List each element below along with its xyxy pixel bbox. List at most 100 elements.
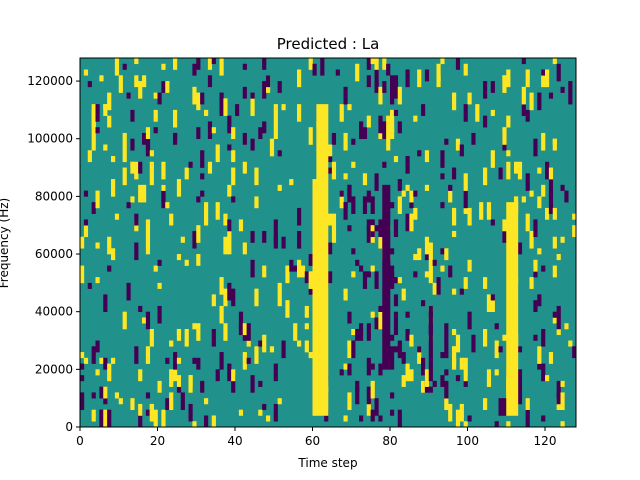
heatmap-cell-high xyxy=(277,184,282,191)
heatmap-cell-low xyxy=(242,334,247,341)
heatmap-cell-low xyxy=(165,357,170,364)
heatmap-cell-low xyxy=(502,398,507,416)
heatmap-cell-low xyxy=(525,173,530,191)
x-axis-label: Time step xyxy=(297,456,357,470)
heatmap-cell-low xyxy=(359,121,364,140)
heatmap-cells xyxy=(80,58,577,428)
heatmap-cell-high xyxy=(552,236,557,249)
heatmap-cell-high xyxy=(204,109,209,116)
heatmap-cell-low xyxy=(200,92,205,105)
heatmap-cell-low xyxy=(281,340,286,359)
heatmap-cell-low xyxy=(390,92,395,105)
heatmap-cell-low xyxy=(87,282,92,289)
heatmap-cell-high xyxy=(486,369,492,387)
heatmap-cell-high xyxy=(308,58,313,70)
heatmap-cell-high xyxy=(169,213,174,226)
heatmap-cell-high xyxy=(417,346,422,364)
heatmap-cell-low xyxy=(393,346,399,353)
heatmap-cell-high xyxy=(483,167,488,186)
heatmap-cell-high xyxy=(273,104,278,122)
heatmap-cell-low xyxy=(374,225,379,232)
heatmap-cell-high xyxy=(142,184,147,203)
heatmap-cell-low xyxy=(382,81,387,93)
heatmap-cell-high xyxy=(506,69,511,88)
heatmap-cell-low xyxy=(440,352,445,359)
heatmap-cell-high xyxy=(452,288,457,295)
heatmap-cell-high xyxy=(343,173,348,180)
heatmap-cell-low xyxy=(440,150,445,168)
heatmap-cell-high xyxy=(339,190,344,209)
heatmap-cell-high xyxy=(452,346,457,364)
heatmap-cell-high xyxy=(506,421,511,428)
heatmap-cell-high xyxy=(467,259,472,272)
heatmap-cell-high xyxy=(409,190,414,203)
heatmap-cell-low xyxy=(533,334,538,341)
heatmap-cell-high xyxy=(390,127,395,134)
heatmap-cell-low xyxy=(130,138,135,151)
heatmap-cell-low xyxy=(390,352,395,370)
heatmap-cell-high xyxy=(552,317,557,324)
heatmap-cell-low xyxy=(428,386,433,393)
heatmap-cell-high xyxy=(91,109,96,128)
heatmap-cell-low xyxy=(347,184,352,197)
heatmap-cell-low xyxy=(498,398,503,416)
heatmap-cell-high xyxy=(262,334,267,353)
heatmap-cell-low xyxy=(211,328,216,347)
heatmap-cell-low xyxy=(196,196,201,203)
heatmap-cell-high xyxy=(145,346,151,364)
heatmap-cell-high xyxy=(386,127,391,134)
heatmap-cell-high xyxy=(347,340,352,359)
heatmap-cell-low xyxy=(502,230,507,243)
heatmap-cell-low xyxy=(517,346,523,353)
heatmap-cell-high xyxy=(537,167,542,174)
heatmap-cell-low xyxy=(107,409,112,428)
heatmap-cell-high xyxy=(176,179,182,197)
heatmap-cell-low xyxy=(273,219,278,232)
heatmap-cell-high xyxy=(192,421,197,428)
heatmap-cell-low xyxy=(355,386,360,405)
y-tick-label: 100000 xyxy=(27,132,73,146)
heatmap-cell-low xyxy=(444,369,449,376)
heatmap-cell-high xyxy=(413,115,418,122)
heatmap-cell-low xyxy=(126,202,131,209)
heatmap-band-low xyxy=(428,305,433,382)
heatmap-cell-high xyxy=(215,202,220,220)
heatmap-cell-high xyxy=(490,300,495,312)
heatmap-cell-high xyxy=(153,409,158,428)
heatmap-cell-high xyxy=(231,127,236,140)
heatmap-cell-low xyxy=(227,219,232,232)
heatmap-cell-high xyxy=(397,86,402,105)
heatmap-cell-high xyxy=(525,69,530,88)
heatmap-cell-low xyxy=(134,254,139,261)
heatmap-cell-high xyxy=(366,403,371,416)
heatmap-cell-low xyxy=(568,81,573,88)
heatmap-cell-low xyxy=(145,311,151,330)
heatmap-cell-high xyxy=(401,288,406,301)
heatmap-cell-high xyxy=(149,150,154,157)
heatmap-cell-high xyxy=(196,225,201,243)
heatmap-cell-low xyxy=(463,190,468,209)
heatmap-cell-high xyxy=(490,109,495,116)
heatmap-cell-high xyxy=(103,386,108,399)
heatmap-cell-high xyxy=(463,421,468,428)
heatmap-cell-high xyxy=(448,190,453,203)
heatmap-cell-low xyxy=(142,132,147,145)
heatmap-cell-low xyxy=(490,219,495,226)
heatmap-cell-low xyxy=(393,328,399,336)
heatmap-cell-high xyxy=(552,265,557,278)
heatmap-cell-low xyxy=(421,357,426,376)
heatmap-cell-high xyxy=(211,415,216,428)
heatmap-cell-low xyxy=(312,63,317,76)
heatmap-cell-high xyxy=(122,167,127,186)
heatmap-cell-low xyxy=(459,288,464,295)
heatmap-cell-low xyxy=(556,323,561,330)
heatmap-band-high xyxy=(316,104,329,180)
heatmap-cell-low xyxy=(211,58,216,65)
heatmap-cell-low xyxy=(351,138,356,145)
heatmap-cell-high xyxy=(413,254,418,261)
heatmap-cell-low xyxy=(308,288,313,295)
heatmap-cell-high xyxy=(138,184,143,203)
heatmap-cell-high xyxy=(370,265,375,272)
heatmap-cell-low xyxy=(188,161,193,168)
y-axis: 0 20000 40000 60000 80000 100000 120000 xyxy=(27,74,80,434)
